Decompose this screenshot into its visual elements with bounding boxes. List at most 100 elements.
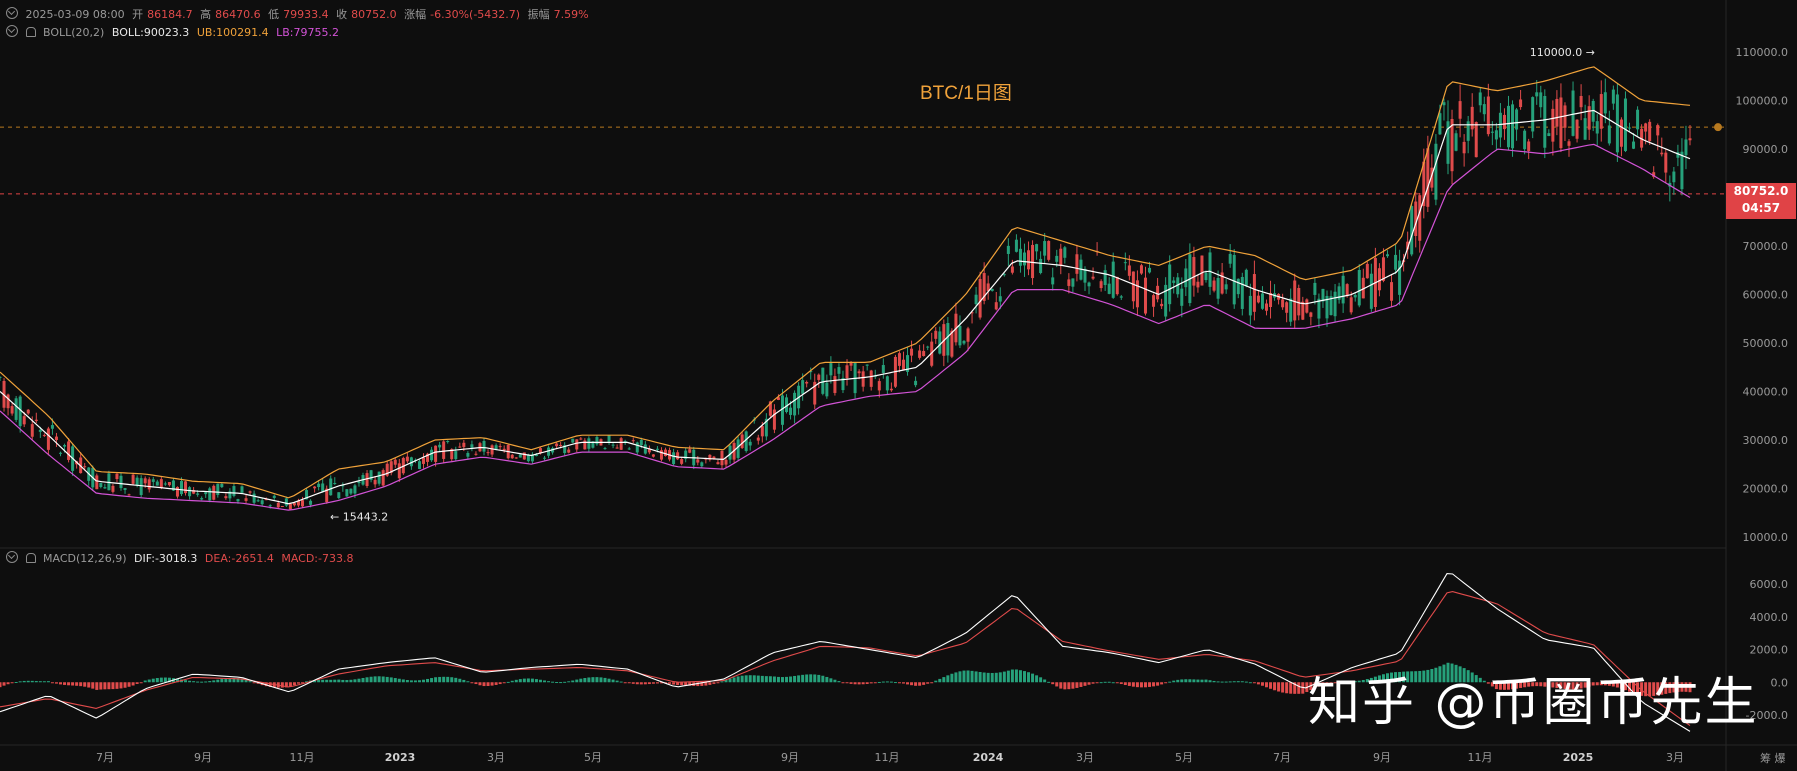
candle-body — [446, 441, 450, 443]
macd-bar — [1430, 668, 1434, 683]
macd-bar — [825, 676, 829, 683]
candle-body — [1148, 267, 1152, 273]
collapse-icon[interactable] — [6, 551, 18, 563]
candle-body — [1083, 268, 1087, 283]
dea-line — [0, 591, 1691, 727]
candle-body — [1059, 248, 1063, 266]
macd-bar — [1365, 679, 1369, 683]
macd-bar — [1164, 682, 1168, 684]
candle-body — [1297, 287, 1301, 316]
candle-body — [1502, 114, 1506, 130]
candle-body — [365, 473, 369, 486]
macd-bar — [2, 682, 6, 686]
macd-bar — [1087, 682, 1091, 685]
macd-bar — [950, 673, 954, 683]
macd-bar — [333, 679, 337, 683]
macd-bar — [1123, 682, 1127, 686]
macd-bar — [615, 680, 619, 683]
macd-bar — [1277, 682, 1281, 692]
collapse-icon[interactable] — [6, 25, 18, 37]
candle-body — [821, 367, 825, 394]
macd-bar — [1168, 681, 1172, 683]
candle-body — [264, 499, 268, 501]
candle-body — [1426, 148, 1430, 207]
candle-body — [1264, 303, 1268, 311]
candle-body — [6, 394, 10, 409]
macd-bar — [313, 680, 317, 683]
macd-bar — [252, 682, 256, 684]
candle-body — [1099, 281, 1103, 289]
candle-body — [869, 370, 873, 387]
candle-body — [1301, 301, 1305, 320]
macd-bar — [244, 679, 248, 683]
candle-body — [1442, 102, 1446, 106]
macd-bar — [63, 682, 67, 685]
candle-body — [99, 482, 103, 488]
macd-bar — [1047, 681, 1051, 683]
candle-body — [349, 488, 353, 494]
time-axis-tick: 2024 — [973, 751, 1004, 764]
macd-bar — [1523, 682, 1527, 688]
candle-body — [615, 447, 619, 449]
candle-body — [809, 371, 813, 373]
candle-body — [280, 505, 284, 507]
macd-bar — [841, 682, 845, 684]
macd-bar — [159, 677, 163, 683]
time-axis-tick: 11月 — [1468, 751, 1493, 764]
macd-bar — [1353, 681, 1357, 683]
candle-body — [708, 454, 712, 460]
candle-body — [1063, 247, 1067, 258]
macd-bar — [1059, 682, 1063, 689]
candle-body — [1414, 201, 1418, 236]
macd-bar — [337, 679, 341, 683]
macd-axis-tick: -2000.0 — [1746, 709, 1788, 722]
macd-bar — [716, 682, 720, 684]
macd-bar — [607, 678, 611, 683]
macd-bar — [341, 679, 345, 683]
macd-bar — [1071, 682, 1075, 689]
candle-body — [966, 328, 970, 342]
candle-body — [1381, 257, 1385, 281]
macd-value: MACD:-733.8 — [281, 552, 354, 565]
candle-body — [38, 429, 42, 432]
candle-body — [841, 378, 845, 391]
bell-icon[interactable] — [25, 553, 36, 563]
macd-bar — [228, 678, 232, 683]
candle-body — [1212, 280, 1216, 291]
macd-bar — [869, 682, 873, 684]
macd-bar — [736, 676, 740, 683]
macd-bar — [1240, 681, 1244, 683]
bell-icon[interactable] — [25, 27, 36, 37]
candle-body — [672, 452, 676, 465]
macd-bar — [982, 672, 986, 683]
macd-bar — [71, 682, 75, 686]
candle-body — [139, 478, 143, 496]
macd-bar — [1252, 682, 1256, 684]
macd-bar — [1043, 679, 1047, 683]
candle-body — [240, 486, 244, 493]
candle-body — [1478, 92, 1482, 106]
candle-body — [1656, 125, 1660, 136]
macd-bar — [413, 680, 417, 683]
bottom-right-tools[interactable]: 筹 爆 — [1760, 752, 1786, 765]
candle-body — [833, 376, 837, 393]
candle-body — [946, 323, 950, 356]
candle-body — [494, 445, 498, 450]
candle-body — [1688, 138, 1692, 141]
macd-bar — [1531, 682, 1535, 687]
candle-body — [1567, 141, 1571, 146]
boll-lb: LB:79755.2 — [276, 26, 339, 39]
candle-body — [1676, 152, 1680, 158]
macd-bar — [680, 682, 684, 686]
macd-bar — [510, 680, 514, 683]
candle-body — [1341, 275, 1345, 304]
collapse-icon[interactable] — [6, 7, 18, 19]
macd-bar — [87, 682, 91, 688]
candle-body — [764, 418, 768, 437]
candle-body — [313, 486, 317, 489]
candle-body — [192, 490, 196, 494]
candle-body — [401, 457, 405, 474]
macd-bar — [1474, 675, 1478, 683]
macd-bar — [1434, 667, 1438, 683]
candle-body — [1648, 121, 1652, 142]
